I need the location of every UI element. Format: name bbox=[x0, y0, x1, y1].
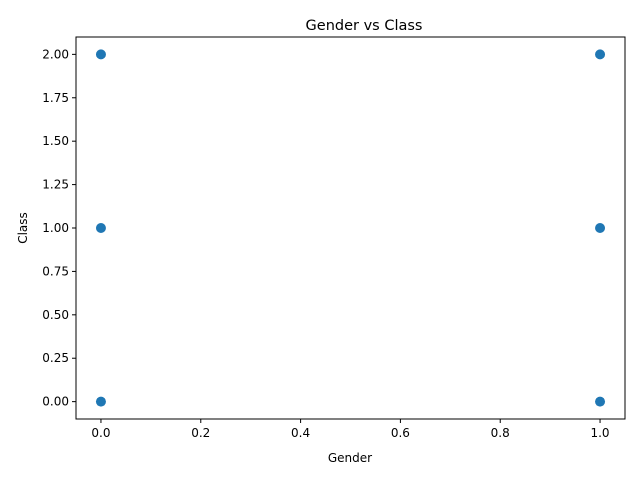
x-tick-label-4: 0.8 bbox=[491, 426, 510, 440]
data-point-4 bbox=[595, 223, 606, 233]
points-layer bbox=[95, 49, 606, 407]
y-tick-label-2: 0.50 bbox=[42, 308, 69, 322]
x-tick-label-0: 0.0 bbox=[91, 426, 110, 440]
data-point-5 bbox=[595, 49, 606, 60]
y-tick-label-3: 0.75 bbox=[42, 264, 69, 278]
data-point-3 bbox=[595, 396, 606, 407]
x-tick-label-5: 1.0 bbox=[590, 426, 609, 440]
x-axis-label: Gender bbox=[328, 451, 372, 465]
y-axis-label: Class bbox=[16, 212, 30, 244]
data-point-0 bbox=[95, 396, 106, 407]
y-tick-label-1: 0.25 bbox=[42, 351, 69, 365]
data-point-2 bbox=[95, 49, 106, 60]
x-tick-label-2: 0.4 bbox=[291, 426, 310, 440]
y-tick-label-7: 1.75 bbox=[42, 91, 69, 105]
y-tick-label-4: 1.00 bbox=[42, 221, 69, 235]
x-tick-label-3: 0.6 bbox=[391, 426, 410, 440]
data-point-1 bbox=[95, 223, 106, 233]
y-tick-label-6: 1.50 bbox=[42, 134, 69, 148]
chart-title: Gender vs Class bbox=[306, 18, 423, 34]
y-axis: 0.00 0.25 0.50 0.75 1.00 1.25 1.50 1.75 2.00 bbox=[42, 47, 76, 409]
y-tick-label-8: 2.00 bbox=[42, 47, 69, 61]
y-tick-label-0: 0.00 bbox=[42, 395, 69, 409]
plot-frame bbox=[75, 36, 626, 420]
x-axis: 0.0 0.2 0.4 0.6 0.8 1.0 bbox=[91, 419, 610, 440]
x-tick-label-1: 0.2 bbox=[191, 426, 210, 440]
y-tick-label-5: 1.25 bbox=[42, 178, 69, 192]
